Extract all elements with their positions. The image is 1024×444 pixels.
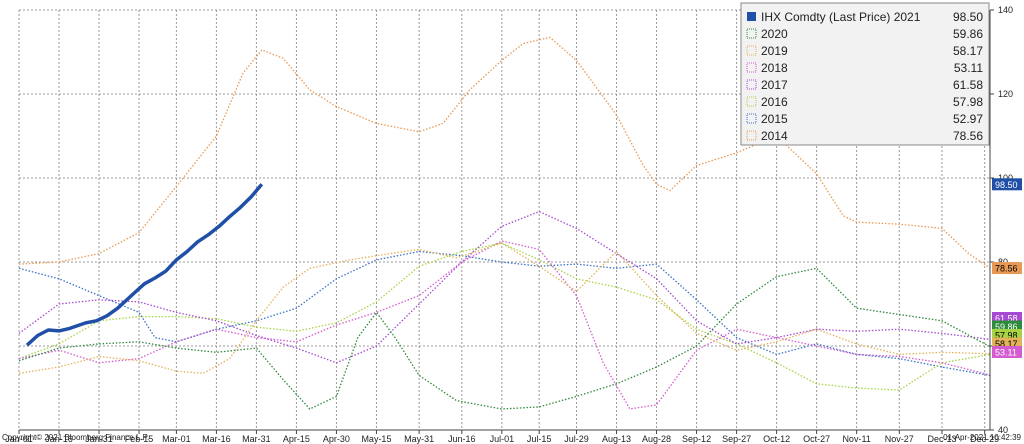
- legend-value: 98.50: [953, 10, 983, 24]
- x-tick-label: Jul-01: [490, 434, 515, 444]
- x-tick-label: Jan-16: [45, 434, 73, 444]
- x-tick-label: Nov-27: [885, 434, 914, 444]
- x-tick-label: May-31: [404, 434, 434, 444]
- series-line-2015: [18, 250, 991, 377]
- series-line-2020: [18, 267, 991, 410]
- y-tick-label: 40: [998, 425, 1008, 435]
- legend-label: 2017: [761, 78, 788, 92]
- x-tick-label: Apr-30: [323, 434, 350, 444]
- legend-value: 57.98: [953, 95, 983, 109]
- legend-swatch: [746, 45, 757, 56]
- x-tick-label: Aug-28: [642, 434, 671, 444]
- x-tick-label: Dec-29: [970, 434, 999, 444]
- legend-value: 59.86: [953, 27, 983, 41]
- legend-swatch: [747, 12, 756, 21]
- legend-swatch: [746, 62, 757, 73]
- x-tick-label: Apr-15: [283, 434, 310, 444]
- legend-label: 2019: [761, 44, 788, 58]
- x-tick-label: Mar-31: [242, 434, 271, 444]
- price-tag-label: 61.58: [995, 314, 1018, 324]
- legend-swatch: [746, 113, 757, 124]
- copyright-text: Copyright© 2021 Bloomberg Finance L.P.: [2, 433, 150, 442]
- legend-label: 2014: [761, 129, 788, 143]
- grid: [18, 9, 990, 431]
- x-tick-label: May-15: [361, 434, 391, 444]
- price-tag-label: 58.17: [995, 339, 1018, 349]
- series-line-ihx: [25, 183, 264, 347]
- legend-label: 2020: [761, 27, 788, 41]
- price-tag-label: 57.98: [995, 331, 1018, 341]
- legend-label: IHX Comdty (Last Price) 2021: [761, 10, 921, 24]
- legend-box: [740, 2, 990, 146]
- series-lines: [18, 36, 991, 410]
- x-tick-label: Jan-31: [85, 434, 113, 444]
- legend-value: 61.58: [953, 78, 983, 92]
- y-tick-label: 100: [998, 173, 1013, 183]
- price-tag: [992, 178, 1022, 191]
- legend-label: 2016: [761, 95, 788, 109]
- price-tag: [992, 346, 1022, 358]
- series-line-2016: [18, 242, 991, 391]
- x-tick-label: Jun-16: [448, 434, 476, 444]
- legend-swatch: [746, 96, 757, 107]
- x-tick-label: Jan-01: [5, 434, 33, 444]
- price-tag-label: 98.50: [995, 180, 1018, 190]
- timestamp-text: 01-Apr-2021 10:42:39: [943, 433, 1021, 442]
- x-tick-label: Mar-16: [202, 434, 231, 444]
- legend-swatch: [746, 130, 757, 141]
- x-tick-label: Nov-11: [842, 434, 870, 444]
- y-tick-label: 120: [998, 89, 1013, 99]
- x-tick-label: Sep-27: [722, 434, 751, 444]
- x-tick-label: Sep-12: [682, 434, 711, 444]
- x-tick-label: Mar-01: [162, 434, 191, 444]
- x-tick-label: Jul-15: [527, 434, 552, 444]
- price-tag-label: 59.86: [995, 322, 1018, 332]
- y-tick-label: 140: [998, 5, 1013, 15]
- price-tag-label: 53.11: [995, 348, 1017, 358]
- series-line-2017: [18, 210, 991, 364]
- legend-swatch: [746, 79, 757, 90]
- series-line-2018: [18, 240, 991, 410]
- price-tag: [992, 262, 1022, 275]
- x-tick-label: Jul-29: [564, 434, 589, 444]
- x-tick-label: Dec-13: [927, 434, 956, 444]
- x-tick-label: Aug-13: [602, 434, 631, 444]
- legend-label: 2018: [761, 61, 788, 75]
- legend-label: 2015: [761, 112, 788, 126]
- x-tick-label: Oct-27: [803, 434, 830, 444]
- legend: IHX Comdty (Last Price) 2021 98.50 2020 59.…: [740, 2, 990, 146]
- price-tag-label: 78.56: [995, 264, 1018, 274]
- x-tick-label: Feb-15: [125, 434, 154, 444]
- x-tick-label: Oct-12: [763, 434, 790, 444]
- y-tick-label: 80: [998, 257, 1008, 267]
- legend-value: 58.17: [953, 44, 983, 58]
- x-axis: Jan-01 Jan-16 Jan-31 Feb-15 Mar-01 Mar-16 Mar-…: [5, 429, 999, 444]
- series-line-2019: [18, 242, 991, 374]
- legend-value: 53.11: [954, 61, 983, 75]
- legend-value: 52.97: [953, 112, 983, 126]
- legend-value: 78.56: [953, 129, 983, 143]
- legend-swatch: [746, 28, 757, 39]
- y-axis: 406080100120140: [989, 5, 1013, 435]
